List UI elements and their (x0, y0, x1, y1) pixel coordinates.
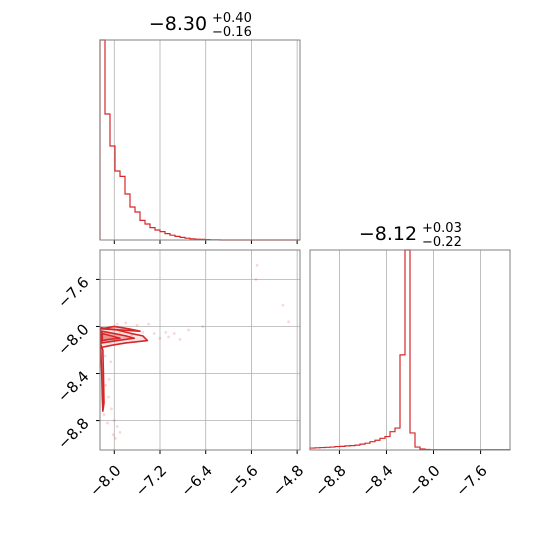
x-tick-label: −8.8 (311, 462, 349, 500)
scatter-point (167, 335, 170, 339)
density-contour (100, 325, 141, 332)
scatter-point (124, 321, 128, 325)
scatter-point (115, 425, 119, 428)
density-contour (101, 332, 121, 342)
scatter-point (281, 303, 285, 307)
title-sub: −0.16 (212, 25, 252, 40)
scatter-point (187, 328, 190, 332)
title-top: −8.30 (149, 13, 207, 35)
x-tick-label: −5.6 (223, 462, 261, 500)
joint-scatter-panel: −8.0 −7.2 −6.4 −5.6 −4.8−7.6−8.0−8.4−8.8 (54, 249, 307, 500)
scatter-point (109, 360, 113, 364)
scatter-point (287, 320, 290, 324)
scatter-point (107, 378, 111, 381)
scatter-point (172, 332, 176, 335)
x-tick-label: −6.4 (177, 462, 215, 500)
title-sup: +0.40 (212, 11, 252, 26)
scatter-point (201, 325, 205, 328)
x-tick-label: −7.6 (452, 462, 490, 500)
y-tick-label: −8.0 (54, 320, 92, 358)
scatter-point (107, 395, 110, 399)
scatter-point (147, 322, 150, 326)
panel-frame (99, 39, 301, 241)
scatter-point (106, 421, 109, 425)
x-tick-label: −8.0 (86, 462, 124, 500)
x-tick-label: −7.2 (132, 462, 170, 500)
scatter-point (254, 278, 258, 281)
x-tick-label: −8.4 (358, 462, 396, 500)
scatter-point (135, 323, 139, 327)
x-tick-label: −8.0 (405, 462, 443, 500)
scatter-point (141, 330, 145, 334)
scatter-point (158, 336, 162, 340)
histogram-panel-top: −8.30 +0.40−0.16 (99, 11, 301, 244)
title-sup: +0.03 (422, 221, 462, 236)
scatter-point (104, 383, 108, 387)
panel-frame (309, 249, 511, 451)
scatter-point (103, 354, 107, 358)
y-tick-label: −8.8 (54, 414, 92, 452)
y-tick-label: −8.4 (54, 367, 92, 405)
title-right: −8.12 (359, 223, 417, 245)
scatter-point (178, 338, 182, 341)
histogram-panel-right: −8.12 +0.03−0.22 −8.8 −8.4 −8.0 −7.6 (309, 221, 511, 500)
panel-frame (99, 249, 301, 451)
scatter-point (255, 263, 259, 267)
x-tick-label: −4.8 (269, 462, 307, 500)
scatter-point (115, 322, 119, 326)
scatter-point (114, 436, 117, 440)
scatter-point (118, 430, 122, 434)
scatter-point (164, 330, 168, 334)
scatter-point (112, 419, 116, 422)
scatter-point (102, 413, 106, 417)
scatter-point (111, 433, 115, 437)
scatter-point (152, 332, 156, 335)
scatter-point (110, 407, 113, 411)
density-contour (99, 343, 105, 412)
title-sub: −0.22 (422, 235, 462, 250)
histogram-step-line (309, 249, 511, 451)
y-tick-label: −7.6 (54, 273, 92, 311)
histogram-step-line (99, 39, 300, 241)
